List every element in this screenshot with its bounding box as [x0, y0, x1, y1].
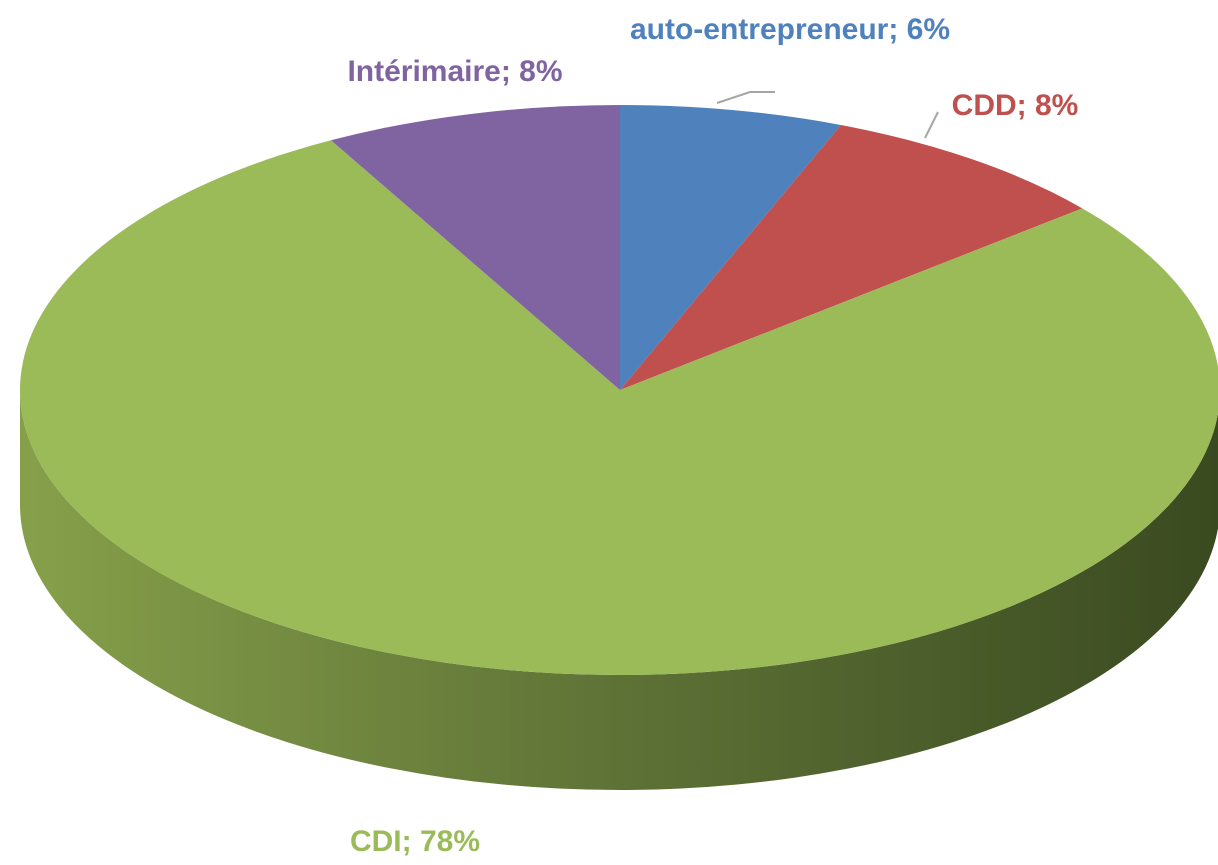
pie-slice: Intérimaire — [330, 105, 620, 390]
data-label: CDD; 8% — [951, 89, 1079, 122]
pie-slice: auto-entrepreneur — [620, 105, 841, 390]
pie-side — [20, 390, 1218, 790]
leader-line — [924, 111, 939, 139]
pie-slice: CDI — [20, 140, 1218, 675]
data-label: Intérimaire; 8% — [347, 55, 563, 88]
data-label: CDI; 78% — [349, 825, 481, 858]
pie-slice: CDD — [620, 125, 1083, 390]
data-label: auto-entrepreneur; 6% — [629, 13, 951, 46]
leader-line — [716, 91, 775, 104]
